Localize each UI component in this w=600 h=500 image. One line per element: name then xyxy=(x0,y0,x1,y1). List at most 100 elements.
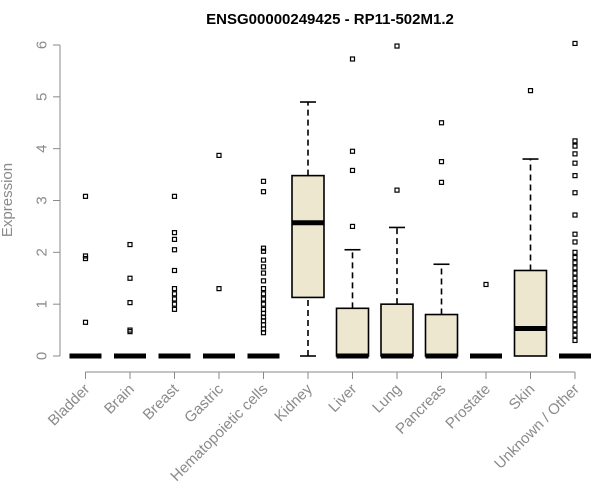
chart-title: ENSG00000249425 - RP11-502M1.2 xyxy=(206,11,454,28)
x-tick-label: Breast xyxy=(140,380,183,423)
outlier-point xyxy=(349,148,356,154)
outlier-point xyxy=(349,56,356,62)
x-tick-label: Bladder xyxy=(45,381,94,430)
box-1 xyxy=(69,193,102,359)
outlier-point xyxy=(572,151,578,157)
outlier-point xyxy=(260,322,267,328)
outlier-point xyxy=(171,296,178,302)
outlier-point xyxy=(572,337,578,344)
x-tick-label: Kidney xyxy=(271,380,316,425)
outlier-point xyxy=(572,231,578,237)
outlier-point xyxy=(260,245,267,251)
box-6 xyxy=(291,101,325,357)
outlier-point xyxy=(171,291,178,297)
outlier-point xyxy=(438,120,445,126)
outlier-point xyxy=(260,270,267,276)
x-tick-label: Brain xyxy=(101,381,138,418)
outlier-point xyxy=(127,327,133,333)
outlier-point xyxy=(260,306,267,312)
outlier-point xyxy=(572,317,578,323)
outlier-point xyxy=(127,275,133,281)
outlier-point xyxy=(260,178,267,184)
outlier-point xyxy=(216,152,222,159)
outlier-point xyxy=(260,264,267,270)
box-3 xyxy=(158,193,191,359)
outlier-point xyxy=(171,267,178,274)
outlier-point xyxy=(572,306,578,312)
outlier-point xyxy=(572,143,578,149)
outlier-point xyxy=(127,241,133,248)
outlier-point xyxy=(572,311,578,318)
box-9 xyxy=(424,120,459,359)
y-axis: 0 1 2 3 4 5 6 xyxy=(34,41,61,360)
y-tick-label: 5 xyxy=(34,93,51,101)
box-body xyxy=(424,313,459,357)
box-5 xyxy=(247,178,280,359)
outlier-point xyxy=(572,301,578,307)
outlier-point xyxy=(82,193,89,199)
outlier-point xyxy=(572,160,578,166)
outlier-point xyxy=(572,265,578,271)
outlier-point xyxy=(572,322,578,328)
box-10 xyxy=(470,281,502,359)
box-body xyxy=(380,303,414,357)
outlier-point xyxy=(171,301,178,307)
box-2 xyxy=(114,241,146,359)
outlier-point xyxy=(572,296,578,302)
box-series xyxy=(69,40,591,359)
outlier-point xyxy=(171,236,178,242)
outlier-point xyxy=(572,249,578,255)
outlier-point xyxy=(260,296,267,302)
box-body xyxy=(291,174,325,299)
outlier-point xyxy=(82,319,89,325)
outlier-point xyxy=(260,291,267,297)
x-tick-label: Skin xyxy=(506,381,539,414)
outlier-point xyxy=(572,212,578,218)
outlier-point xyxy=(216,286,222,292)
outlier-point xyxy=(82,253,89,259)
y-axis-label: Expression xyxy=(0,163,16,237)
outlier-point xyxy=(572,291,578,297)
outlier-point xyxy=(260,189,267,195)
outlier-point xyxy=(572,260,578,266)
outlier-point xyxy=(572,254,578,261)
y-tick-label: 2 xyxy=(34,248,51,256)
outlier-point xyxy=(572,327,578,333)
outlier-point xyxy=(171,230,178,236)
outlier-point xyxy=(572,190,578,196)
outlier-point xyxy=(260,286,267,292)
outlier-point xyxy=(483,281,489,288)
box-body xyxy=(335,307,370,357)
outlier-point xyxy=(260,301,267,307)
outlier-point xyxy=(171,193,178,199)
box-4 xyxy=(203,152,235,359)
outlier-point xyxy=(572,280,578,287)
outlier-point xyxy=(394,43,400,49)
outlier-point xyxy=(260,257,267,263)
x-tick-label: Liver xyxy=(325,381,360,416)
outlier-point xyxy=(171,247,178,253)
box-8 xyxy=(380,43,414,359)
box-11 xyxy=(513,88,548,357)
outlier-point xyxy=(572,275,578,281)
outlier-point xyxy=(260,278,267,284)
outlier-point xyxy=(394,187,400,193)
outlier-point xyxy=(260,248,267,254)
y-tick-label: 3 xyxy=(34,196,51,204)
outlier-point xyxy=(572,239,578,245)
outlier-point xyxy=(171,286,178,292)
outlier-point xyxy=(349,223,356,230)
outlier-point xyxy=(349,167,356,174)
outlier-point xyxy=(572,173,578,179)
x-tick-label: Lung xyxy=(369,381,405,417)
outlier-point xyxy=(438,159,445,165)
box-12 xyxy=(559,40,591,359)
outlier-point xyxy=(572,40,578,47)
box-body xyxy=(513,269,548,357)
outlier-point xyxy=(171,306,178,312)
outlier-point xyxy=(527,88,534,94)
x-tick-label: Prostate xyxy=(442,381,494,433)
outlier-point xyxy=(572,286,578,292)
